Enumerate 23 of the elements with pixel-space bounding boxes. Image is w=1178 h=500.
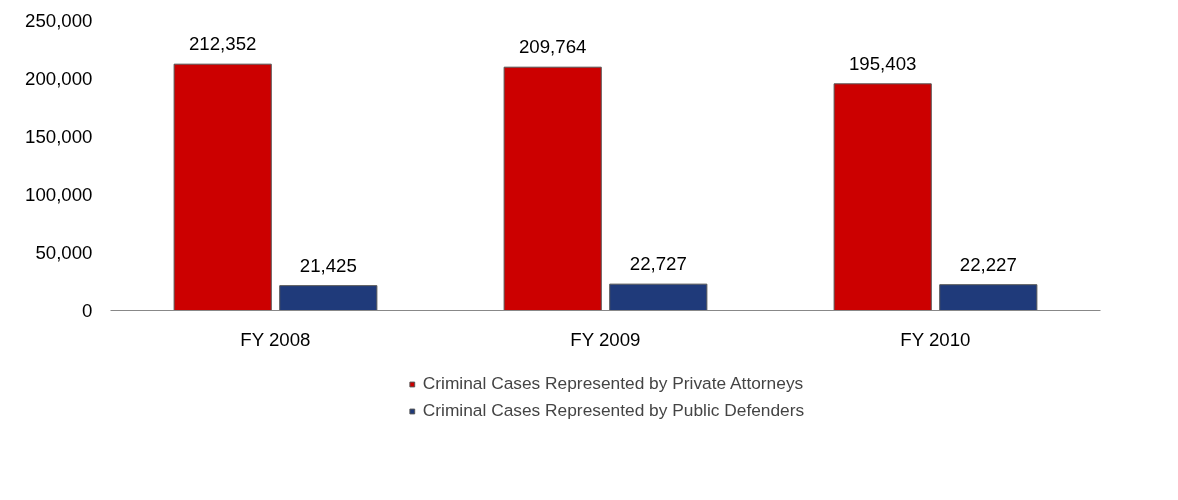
bar [173, 63, 272, 311]
data-label: 209,764 [518, 36, 587, 58]
data-label: 22,227 [959, 253, 1017, 275]
data-label: 22,727 [629, 253, 687, 275]
y-tick-label: 200,000 [25, 68, 93, 89]
data-label: 212,352 [188, 33, 257, 55]
y-tick-label: 100,000 [25, 184, 93, 205]
bar [609, 283, 708, 311]
x-tick-label: FY 2008 [240, 328, 311, 350]
y-tick-label: 50,000 [35, 242, 93, 263]
bar [279, 285, 378, 311]
legend-label: Criminal Cases Represented by Public Defenders [422, 400, 805, 421]
bar [503, 66, 602, 311]
y-tick-label: 150,000 [25, 126, 93, 147]
x-tick-label: FY 2009 [570, 328, 641, 350]
data-label: 195,403 [848, 52, 917, 74]
data-label: 21,425 [299, 254, 357, 276]
y-tick-label: 0 [82, 300, 93, 321]
bar [939, 284, 1038, 311]
bar [833, 83, 932, 311]
x-tick-label: FY 2010 [900, 328, 971, 350]
y-tick-label: 250,000 [25, 10, 93, 31]
legend-label: Criminal Cases Represented by Private Attorneys [422, 373, 804, 394]
